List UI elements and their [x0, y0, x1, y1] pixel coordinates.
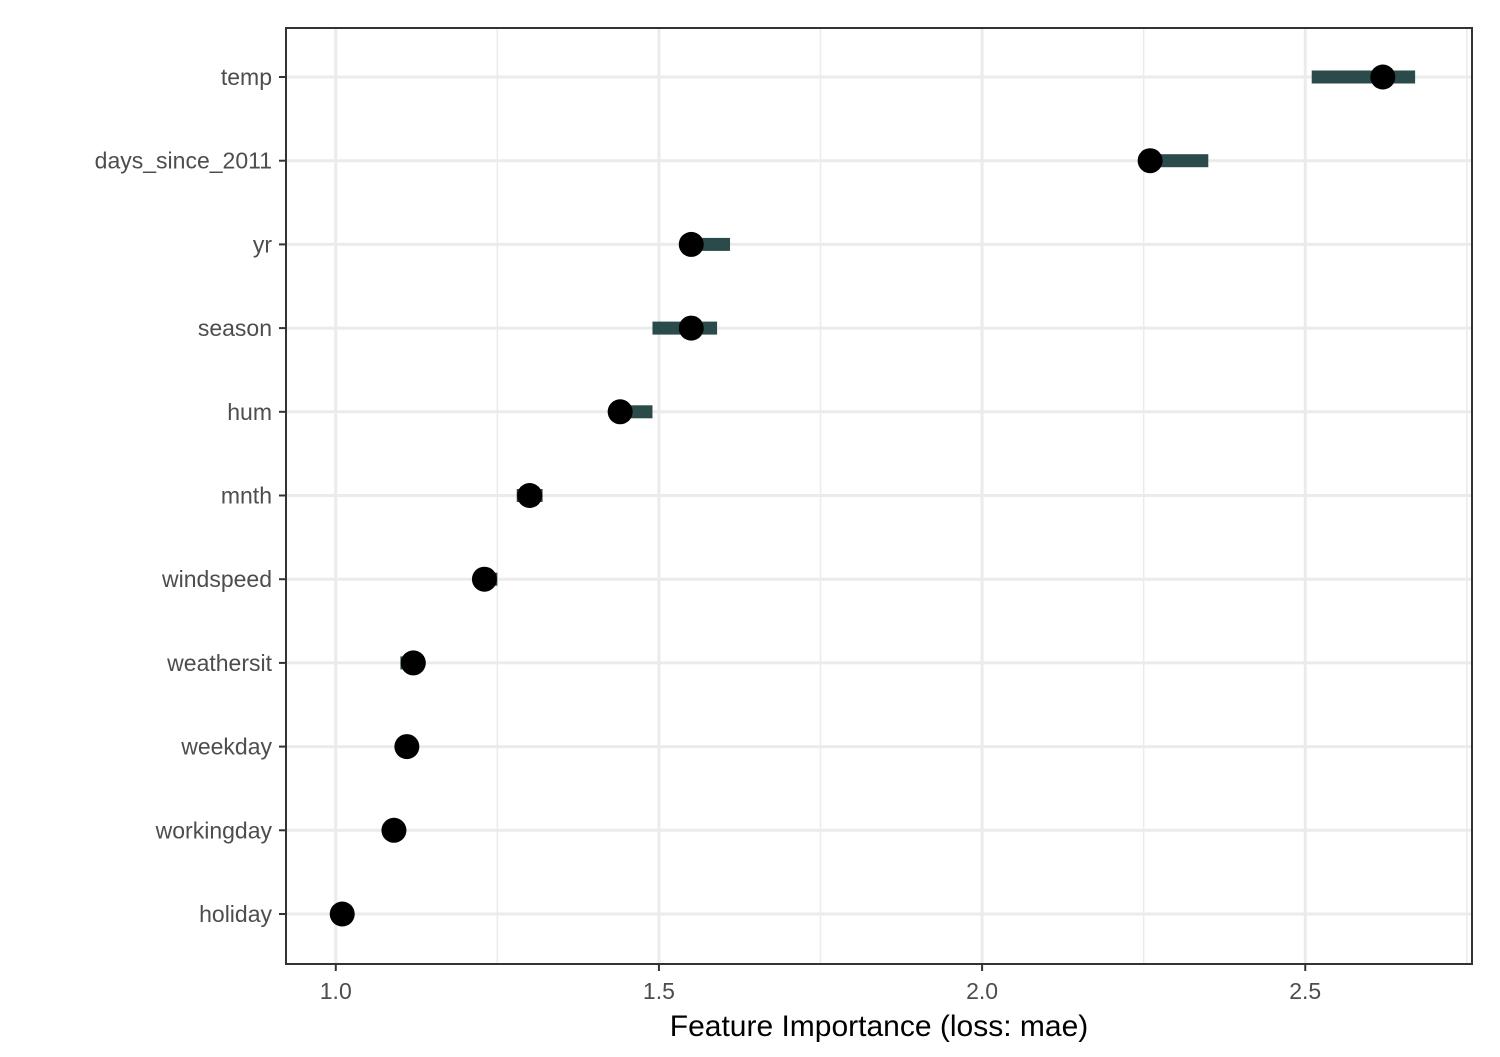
y-tick-label-windspeed: windspeed	[161, 566, 272, 592]
point-hum	[607, 399, 633, 425]
y-tick-label-weekday: weekday	[180, 734, 272, 760]
y-tick-label-season: season	[198, 315, 272, 341]
interval-temp	[1311, 70, 1416, 84]
point-season	[678, 315, 704, 341]
point-temp	[1370, 64, 1396, 90]
point-weathersit	[400, 650, 426, 676]
x-tick-label: 1.5	[643, 978, 675, 1004]
x-axis: 1.0 1.5 2.0 2.5	[320, 964, 1321, 1004]
point-mnth	[517, 483, 543, 508]
point-windspeed	[471, 566, 497, 592]
y-tick-label-temp: temp	[221, 64, 272, 90]
point-holiday	[329, 901, 355, 927]
y-tick-label-holiday: holiday	[199, 901, 272, 927]
point-workingday	[381, 817, 407, 843]
x-tick-label: 2.0	[966, 978, 998, 1004]
y-tick-label-days_since_2011: days_since_2011	[95, 148, 272, 174]
y-tick-label-hum: hum	[227, 399, 272, 425]
point-days_since_2011	[1137, 148, 1163, 174]
point-yr	[678, 231, 704, 257]
y-tick-label-yr: yr	[253, 231, 273, 257]
major-gridlines	[286, 28, 1472, 964]
interval-days_since_2011	[1150, 154, 1209, 168]
x-axis-title: Feature Importance (loss: mae)	[670, 1010, 1089, 1043]
x-tick-label: 1.0	[320, 978, 352, 1004]
point-weekday	[394, 734, 420, 760]
y-tick-label-workingday: workingday	[155, 817, 273, 843]
y-tick-label-weathersit: weathersit	[166, 650, 272, 676]
y-tick-label-mnth: mnth	[221, 483, 272, 509]
x-tick-label: 2.5	[1289, 978, 1321, 1004]
importance-points	[329, 64, 1396, 927]
